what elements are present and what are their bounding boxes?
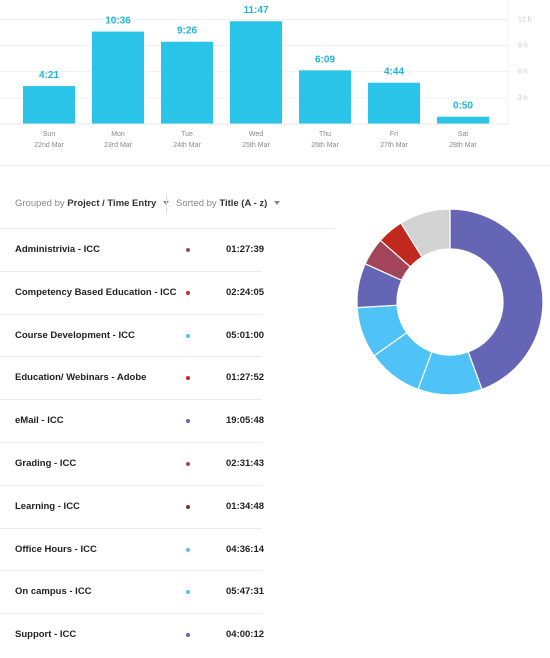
entry-color-dot [186, 633, 190, 638]
x-tick-label: Tue [181, 131, 193, 138]
entry-duration: 01:34:48 [226, 500, 265, 512]
x-tick-date: 24th Mar [173, 142, 201, 149]
sort-by-dropdown[interactable]: Sorted by Title (A - z) [176, 192, 281, 216]
entry-color-dot [186, 333, 190, 338]
list-item[interactable]: Course Development - ICC 05:01:00 [0, 313, 265, 357]
entry-title: On campus - ICC [15, 586, 92, 598]
bar-value-label: 4:44 [384, 67, 404, 78]
project-donut-chart [356, 208, 544, 396]
donut-slice[interactable] [400, 208, 451, 258]
entry-duration: 02:24:05 [226, 286, 265, 298]
y-tick-label: 9 h [518, 43, 528, 50]
x-tick-date: 28th Mar [449, 142, 477, 149]
list-item[interactable]: Education/ Webinars - Adobe 01:27:52 [0, 356, 265, 399]
entry-color-dot [186, 461, 190, 466]
entry-title: eMail - ICC [15, 415, 64, 427]
entry-color-dot [186, 290, 190, 295]
bar-value-label: 10:36 [105, 16, 131, 27]
entry-color-dot [186, 248, 190, 252]
entry-duration: 01:27:39 [226, 244, 265, 255]
bar-value-label: 4:21 [39, 70, 59, 81]
chart-bar[interactable] [23, 86, 75, 124]
group-by-prefix: Grouped by [15, 198, 65, 209]
x-tick-date: 22nd Mar [34, 142, 64, 149]
list-item[interactable]: Learning - ICC 01:34:48 [0, 484, 265, 528]
list-item[interactable]: Office Hours - ICC 04:36:14 [0, 527, 265, 571]
entry-duration: 04:36:14 [226, 543, 265, 555]
donut-slice[interactable] [449, 208, 544, 391]
entry-title: Learning - ICC [15, 500, 80, 512]
list-item[interactable]: Grading - ICC 02:31:43 [0, 441, 265, 485]
entry-color-dot [186, 547, 190, 552]
entry-color-dot [186, 376, 190, 381]
time-entry-list: Administrivia - ICC 01:27:39 Competency … [0, 228, 335, 656]
x-tick-label: Fri [390, 131, 399, 138]
x-tick-date: 26th Mar [311, 142, 339, 149]
x-tick-label: Mon [111, 131, 125, 138]
entry-duration: 04:00:12 [226, 629, 265, 641]
x-tick-label: Wed [249, 131, 263, 138]
chart-bar[interactable] [368, 82, 420, 124]
chart-bar[interactable] [437, 116, 489, 124]
entry-title: Grading - ICC [15, 457, 77, 469]
list-item[interactable]: eMail - ICC 19:05:48 [0, 399, 265, 442]
group-by-value: Project / Time Entry [67, 198, 157, 209]
sort-by-prefix: Sorted by [176, 198, 217, 209]
entry-duration: 02:31:43 [226, 457, 265, 469]
x-tick-date: 25th Mar [242, 142, 270, 149]
daily-duration-bar-chart: 3 h 6 h 9 h 12 h 4:21 Sun 22nd Mar 10:36 Mon 23rd… [0, 0, 532, 149]
sort-by-value: Title (A - z) [219, 198, 268, 209]
y-tick-label: 3 h [518, 95, 528, 102]
entry-color-dot [186, 504, 190, 509]
list-item[interactable]: Administrivia - ICC 01:27:39 [0, 228, 335, 271]
x-tick-date: 23rd Mar [104, 142, 133, 149]
entry-title: Administrivia - ICC [15, 244, 100, 255]
entry-duration: 19:05:48 [226, 415, 265, 427]
x-tick-label: Thu [319, 131, 331, 138]
entry-color-dot [186, 419, 190, 424]
bar-value-label: 0:50 [453, 101, 473, 112]
chart-bar[interactable] [230, 21, 282, 124]
list-controls: Grouped by Project / Time Entry Sorted b… [0, 192, 335, 216]
controls-separator [166, 194, 167, 214]
list-item[interactable]: On campus - ICC 05:47:31 [0, 570, 265, 613]
entry-title: Course Development - ICC [15, 329, 135, 341]
bar-value-label: 11:47 [243, 5, 268, 16]
chart-bar[interactable] [161, 41, 213, 124]
x-tick-label: Sun [43, 131, 56, 138]
y-tick-label: 6 h [518, 69, 528, 76]
entry-duration: 05:47:31 [226, 586, 265, 598]
entry-title: Office Hours - ICC [15, 543, 97, 555]
list-item[interactable]: Competency Based Education - ICC 02:24:0… [0, 270, 265, 314]
entry-title: Education/ Webinars - Adobe [15, 372, 147, 384]
group-by-dropdown[interactable]: Grouped by Project / Time Entry [15, 192, 170, 216]
chevron-down-icon [274, 201, 281, 206]
y-tick-label: 12 h [518, 16, 532, 23]
entry-color-dot [186, 590, 190, 595]
entry-duration: 01:27:52 [226, 372, 265, 384]
x-tick-label: Sat [458, 131, 469, 138]
x-tick-date: 27th Mar [380, 142, 408, 149]
chart-divider [0, 165, 550, 166]
bar-value-label: 9:26 [177, 26, 197, 37]
entry-title: Competency Based Education - ICC [15, 286, 177, 298]
chart-bar[interactable] [299, 70, 351, 124]
entry-title: Support - ICC [15, 629, 77, 641]
list-item[interactable]: Support - ICC 04:00:12 [0, 613, 265, 656]
chart-bar[interactable] [92, 31, 144, 124]
bar-value-label: 6:09 [315, 54, 335, 65]
entry-duration: 05:01:00 [226, 329, 265, 341]
